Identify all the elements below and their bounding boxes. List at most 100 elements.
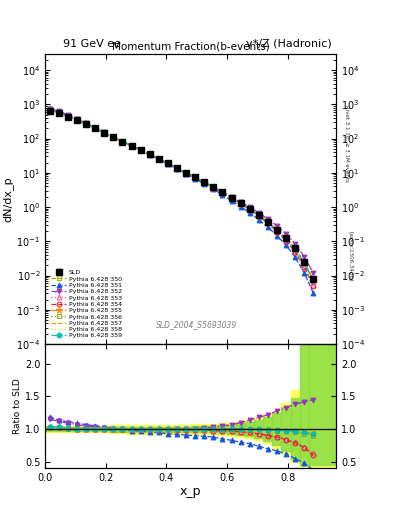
Pythia 6.428 355: [202, 179, 207, 185]
Pythia 6.428 358: [229, 195, 234, 201]
Pythia 6.428 354: [48, 107, 52, 113]
Pythia 6.428 352: [48, 105, 52, 112]
Pythia 6.428 356: [193, 174, 198, 180]
Pythia 6.428 355: [93, 125, 97, 132]
Pythia 6.428 350: [147, 151, 152, 157]
Pythia 6.428 350: [275, 227, 279, 233]
Pythia 6.428 352: [129, 143, 134, 149]
Pythia 6.428 353: [184, 169, 188, 176]
Pythia 6.428 352: [184, 169, 188, 176]
Pythia 6.428 357: [102, 130, 107, 136]
Pythia 6.428 351: [57, 108, 61, 114]
Pythia 6.428 354: [256, 213, 261, 219]
Pythia 6.428 351: [156, 156, 161, 162]
Pythia 6.428 354: [193, 175, 198, 181]
Pythia 6.428 353: [93, 125, 97, 132]
Pythia 6.428 359: [193, 174, 198, 180]
Pythia 6.428 350: [238, 200, 243, 206]
Pythia 6.428 354: [93, 125, 97, 132]
Pythia 6.428 352: [93, 125, 97, 131]
Pythia 6.428 357: [211, 184, 216, 190]
Pythia 6.428 357: [66, 113, 70, 119]
Pythia 6.428 357: [193, 174, 198, 180]
Pythia 6.428 359: [184, 169, 188, 176]
Pythia 6.428 357: [57, 110, 61, 116]
Pythia 6.428 352: [293, 241, 298, 247]
Pythia 6.428 355: [102, 130, 107, 136]
Pythia 6.428 356: [84, 121, 88, 127]
Pythia 6.428 355: [184, 169, 188, 176]
Pythia 6.428 350: [211, 184, 216, 190]
Pythia 6.428 355: [302, 260, 307, 266]
Pythia 6.428 357: [275, 227, 279, 233]
Pythia 6.428 356: [174, 165, 179, 171]
Pythia 6.428 355: [311, 276, 316, 283]
Pythia 6.428 359: [220, 189, 225, 196]
Pythia 6.428 356: [48, 107, 52, 113]
Pythia 6.428 358: [211, 184, 216, 190]
Pythia 6.428 353: [174, 165, 179, 171]
Pythia 6.428 356: [147, 151, 152, 157]
Pythia 6.428 358: [111, 134, 116, 140]
Pythia 6.428 353: [247, 207, 252, 213]
Pythia 6.428 355: [174, 165, 179, 171]
Pythia 6.428 355: [266, 219, 270, 225]
Pythia 6.428 357: [147, 151, 152, 157]
Pythia 6.428 359: [138, 147, 143, 153]
Pythia 6.428 354: [202, 179, 207, 185]
Pythia 6.428 357: [129, 143, 134, 149]
Pythia 6.428 359: [266, 219, 270, 225]
Pythia 6.428 350: [311, 276, 316, 283]
Pythia 6.428 351: [275, 232, 279, 239]
Pythia 6.428 353: [266, 220, 270, 226]
Pythia 6.428 354: [156, 156, 161, 162]
Pythia 6.428 353: [311, 282, 316, 288]
Line: Pythia 6.428 351: Pythia 6.428 351: [47, 106, 316, 295]
Pythia 6.428 356: [311, 277, 316, 283]
Pythia 6.428 352: [75, 116, 79, 122]
Pythia 6.428 350: [138, 146, 143, 153]
Pythia 6.428 353: [238, 201, 243, 207]
Pythia 6.428 358: [247, 206, 252, 212]
Pythia 6.428 358: [193, 174, 198, 180]
Pythia 6.428 358: [120, 138, 125, 144]
Pythia 6.428 358: [293, 246, 298, 252]
Pythia 6.428 356: [266, 219, 270, 225]
Pythia 6.428 357: [48, 107, 52, 113]
Pythia 6.428 357: [84, 121, 88, 127]
Pythia 6.428 350: [93, 125, 97, 132]
Pythia 6.428 352: [256, 209, 261, 216]
Title: Momentum Fraction(b-events): Momentum Fraction(b-events): [112, 41, 270, 52]
Pythia 6.428 351: [93, 124, 97, 131]
Pythia 6.428 357: [120, 138, 125, 144]
Line: Pythia 6.428 357: Pythia 6.428 357: [50, 110, 313, 279]
Pythia 6.428 355: [156, 156, 161, 162]
Pythia 6.428 354: [57, 110, 61, 116]
Pythia 6.428 355: [293, 246, 298, 252]
Pythia 6.428 354: [211, 184, 216, 190]
Pythia 6.428 357: [238, 200, 243, 206]
Pythia 6.428 351: [138, 147, 143, 154]
Pythia 6.428 359: [202, 179, 207, 185]
Pythia 6.428 359: [247, 206, 252, 212]
Pythia 6.428 359: [174, 165, 179, 171]
Pythia 6.428 355: [247, 206, 252, 212]
Pythia 6.428 355: [284, 235, 288, 241]
Pythia 6.428 353: [129, 143, 134, 149]
Pythia 6.428 358: [48, 107, 52, 113]
Y-axis label: dN/dx_p: dN/dx_p: [2, 176, 13, 222]
Pythia 6.428 353: [165, 160, 170, 166]
Pythia 6.428 354: [84, 121, 88, 127]
Pythia 6.428 355: [111, 134, 116, 140]
Pythia 6.428 351: [147, 152, 152, 158]
Pythia 6.428 350: [48, 107, 52, 113]
Pythia 6.428 351: [102, 129, 107, 135]
Pythia 6.428 352: [165, 160, 170, 166]
Pythia 6.428 355: [211, 184, 216, 190]
Pythia 6.428 359: [66, 113, 70, 119]
Pythia 6.428 353: [111, 134, 116, 140]
Pythia 6.428 352: [238, 199, 243, 205]
Pythia 6.428 356: [75, 117, 79, 123]
Pythia 6.428 354: [75, 117, 79, 123]
Pythia 6.428 356: [111, 134, 116, 140]
